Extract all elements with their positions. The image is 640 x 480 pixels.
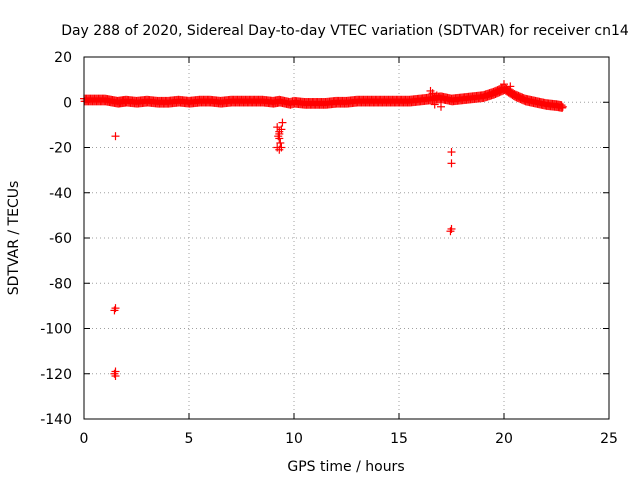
data-point bbox=[428, 89, 437, 98]
data-point bbox=[447, 148, 456, 157]
y-tick-label: -80 bbox=[49, 276, 72, 292]
data-point bbox=[437, 102, 445, 111]
data-point bbox=[432, 91, 441, 100]
data-point bbox=[506, 82, 515, 91]
data-point bbox=[111, 372, 120, 381]
axis-ticks: 0 5 10 15 20 25 20 0 -20 -40 -60 -80 -100 -120 -140 bbox=[40, 50, 618, 447]
data-point bbox=[110, 306, 119, 315]
data-point bbox=[276, 138, 285, 147]
data-point bbox=[447, 159, 456, 168]
data-point bbox=[441, 95, 450, 104]
data-point bbox=[437, 93, 445, 102]
data-point bbox=[273, 123, 282, 132]
grid bbox=[84, 57, 609, 419]
x-tick-label: 5 bbox=[185, 431, 194, 447]
x-tick-label: 15 bbox=[390, 431, 408, 447]
y-tick-label: -60 bbox=[49, 231, 72, 247]
data-point bbox=[558, 102, 567, 111]
y-tick-label: 0 bbox=[63, 95, 72, 111]
plot-frame bbox=[83, 56, 610, 420]
data-point bbox=[446, 227, 455, 236]
x-axis-label: GPS time / hours bbox=[287, 459, 404, 475]
data-point bbox=[277, 125, 286, 134]
y-tick-label: -100 bbox=[40, 322, 72, 338]
x-tick-label: 0 bbox=[80, 431, 89, 447]
chart-title: Day 288 of 2020, Sidereal Day-to-day VTE… bbox=[61, 23, 629, 39]
data-point bbox=[558, 103, 567, 112]
data-point bbox=[275, 129, 284, 138]
y-tick-label: -120 bbox=[40, 367, 72, 383]
data-point bbox=[111, 132, 120, 141]
data-point bbox=[500, 80, 508, 89]
data-points bbox=[80, 80, 567, 381]
data-point bbox=[278, 118, 287, 127]
x-tick-label: 20 bbox=[495, 431, 513, 447]
y-tick-label: 20 bbox=[54, 50, 72, 66]
x-tick-label: 10 bbox=[285, 431, 303, 447]
y-axis-label: SDTVAR / TECUs bbox=[6, 181, 22, 296]
y-tick-label: -40 bbox=[49, 186, 72, 202]
y-tick-label: -20 bbox=[49, 141, 72, 157]
x-tick-label: 25 bbox=[600, 431, 618, 447]
y-tick-label: -140 bbox=[40, 412, 72, 428]
data-point bbox=[430, 100, 439, 109]
data-point bbox=[277, 143, 286, 152]
